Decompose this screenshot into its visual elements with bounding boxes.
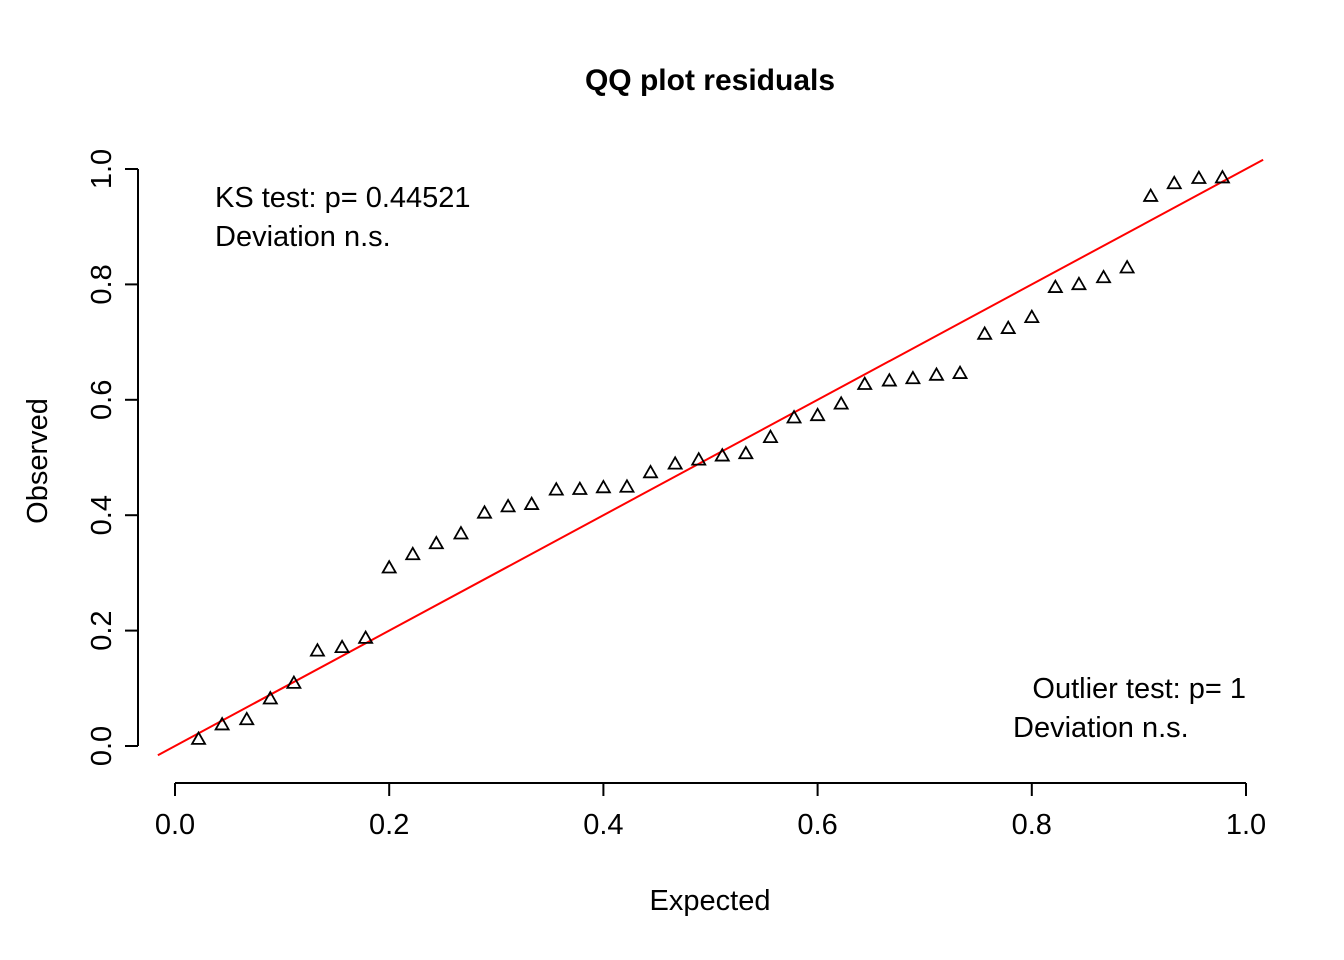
x-axis: 0.0 0.2 0.4 0.6 0.8 1.0 [155,782,1266,841]
x-tick-label: 1.0 [1226,809,1266,841]
x-tick-label: 0.6 [797,809,837,841]
data-point [856,375,873,390]
data-points [190,169,1231,745]
data-point [833,395,850,410]
data-point [404,546,421,561]
data-point [1095,269,1112,284]
data-point [1214,169,1231,184]
data-point [428,535,445,550]
y-tick-label: 0.0 [86,726,118,766]
data-point [642,464,659,479]
ks-deviation-text: Deviation n.s. [215,221,391,253]
x-tick-label: 0.0 [155,809,195,841]
outlier-test-text: Outlier test: p= 1 [1032,673,1246,705]
data-point [904,370,921,385]
data-point [618,478,636,493]
data-point [381,559,398,574]
data-point [1023,308,1040,323]
x-tick-label: 0.2 [369,809,409,841]
data-point [881,372,898,387]
data-point [1047,278,1064,293]
data-point [357,629,374,644]
data-point [523,495,540,510]
y-axis-label: Observed [22,398,54,524]
data-point [667,455,684,470]
x-tick-label: 0.8 [1012,809,1052,841]
data-point [214,716,231,731]
data-point [452,525,470,540]
data-point [714,447,731,462]
chart-title: QQ plot residuals [585,64,835,97]
data-point [928,366,945,381]
data-point [785,409,803,424]
data-point [309,642,326,657]
data-point [571,480,588,495]
data-point [737,445,754,460]
data-point [809,406,826,422]
y-tick-label: 1.0 [86,149,118,189]
y-tick-label: 0.8 [86,264,118,304]
data-point [334,638,351,654]
data-point [1070,276,1087,291]
data-point [500,498,517,513]
y-tick-label: 0.6 [86,380,118,420]
data-point [262,690,279,705]
data-point [548,481,565,496]
outlier-deviation-text: Deviation n.s. [1013,712,1189,744]
reference-line-group [157,158,1264,757]
data-point [1190,169,1207,184]
data-point [690,451,707,466]
data-point [762,428,779,444]
reference-line [157,158,1264,757]
y-axis: 0.0 0.2 0.4 0.6 0.8 1.0 [86,149,139,766]
data-point [190,730,207,745]
data-point [976,325,993,340]
ks-test-text: KS test: p= 0.44521 [215,182,471,214]
x-tick-label: 0.4 [583,809,623,841]
x-axis-label: Expected [650,885,771,917]
data-point [285,674,302,689]
data-point [1119,259,1136,274]
data-point [1000,319,1017,334]
data-point [238,711,255,726]
y-tick-label: 0.2 [86,610,118,650]
data-point [1166,175,1183,190]
data-point [476,504,493,519]
data-point [595,479,612,494]
data-point [951,364,969,379]
y-tick-label: 0.4 [86,495,118,535]
data-point [1142,187,1159,202]
